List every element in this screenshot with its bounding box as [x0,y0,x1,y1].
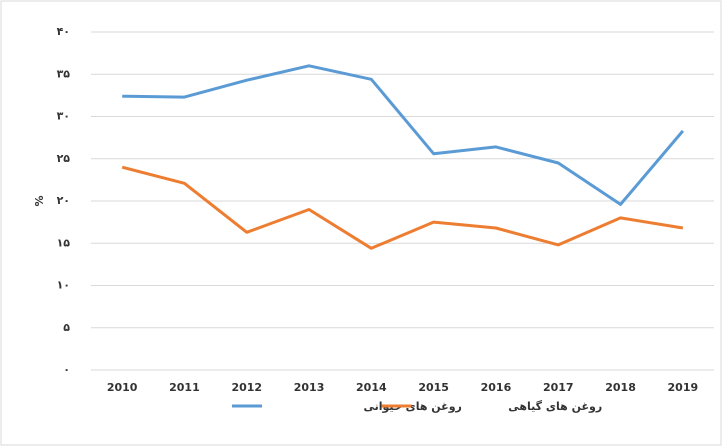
x-tick-label: 2015 [418,381,449,394]
y-tick-label: ۰ [63,363,70,376]
y-tick-label: ۲۵ [57,152,71,165]
y-tick-label: ۱۵ [57,236,71,249]
series-line [121,165,684,250]
x-tick-label: 2013 [294,381,325,394]
x-tick-label: 2014 [356,381,387,394]
legend-label: روغن های گیاهی [508,400,602,413]
x-tick-label: 2019 [668,381,699,394]
series-line [122,64,685,206]
x-tick-label: 2017 [543,381,574,394]
legend-label: روغن های حیوانی [363,400,461,413]
x-tick-label: 2012 [231,381,262,394]
y-tick-label: ۳۵ [57,67,71,80]
y-axis-label: % [33,195,46,206]
x-tick-label: 2011 [169,381,200,394]
y-tick-label: ۳۰ [57,110,70,123]
y-tick-label: ۱۰ [57,279,70,292]
x-tick-label: 2010 [107,381,138,394]
y-tick-label: ۵ [63,321,70,334]
y-tick-label: ۴۰ [57,25,70,38]
y-tick-label: ۲۰ [57,194,70,207]
x-tick-label: 2016 [481,381,512,394]
x-tick-label: 2018 [605,381,636,394]
